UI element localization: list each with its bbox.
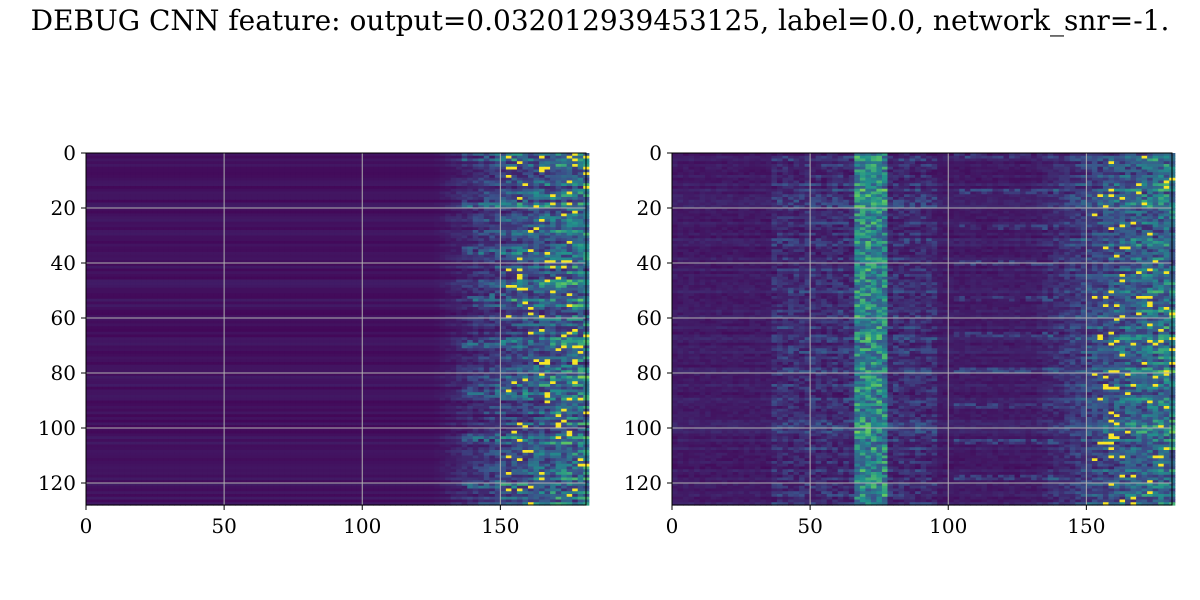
y-tick-label: 0	[63, 141, 76, 165]
plot-frame	[85, 152, 587, 506]
y-tick-label: 100	[38, 416, 76, 440]
x-tick-label: 50	[211, 514, 236, 538]
y-tick-label: 60	[637, 306, 662, 330]
y-tick-label: 80	[637, 361, 662, 385]
y-tick-label: 20	[51, 196, 76, 220]
y-tick-label: 60	[51, 306, 76, 330]
heatmap-cells	[672, 153, 1176, 506]
y-tick-label: 40	[637, 251, 662, 275]
y-tick-label: 120	[624, 471, 662, 495]
y-tick-label: 20	[637, 196, 662, 220]
x-tick-label: 150	[1067, 514, 1105, 538]
x-tick-label: 0	[666, 514, 679, 538]
plot-frame	[671, 152, 1173, 506]
x-tick-label: 100	[343, 514, 381, 538]
x-tick-label: 150	[481, 514, 519, 538]
y-tick-label: 100	[624, 416, 662, 440]
x-tick-label: 0	[80, 514, 93, 538]
y-tick-label: 80	[51, 361, 76, 385]
x-tick-label: 100	[929, 514, 967, 538]
x-tick-label: 50	[797, 514, 822, 538]
y-tick-label: 40	[51, 251, 76, 275]
heatmap-cells	[86, 153, 590, 506]
figure-title: DEBUG CNN feature: output=0.032012939453…	[31, 4, 1170, 37]
y-tick-label: 120	[38, 471, 76, 495]
y-tick-label: 0	[649, 141, 662, 165]
